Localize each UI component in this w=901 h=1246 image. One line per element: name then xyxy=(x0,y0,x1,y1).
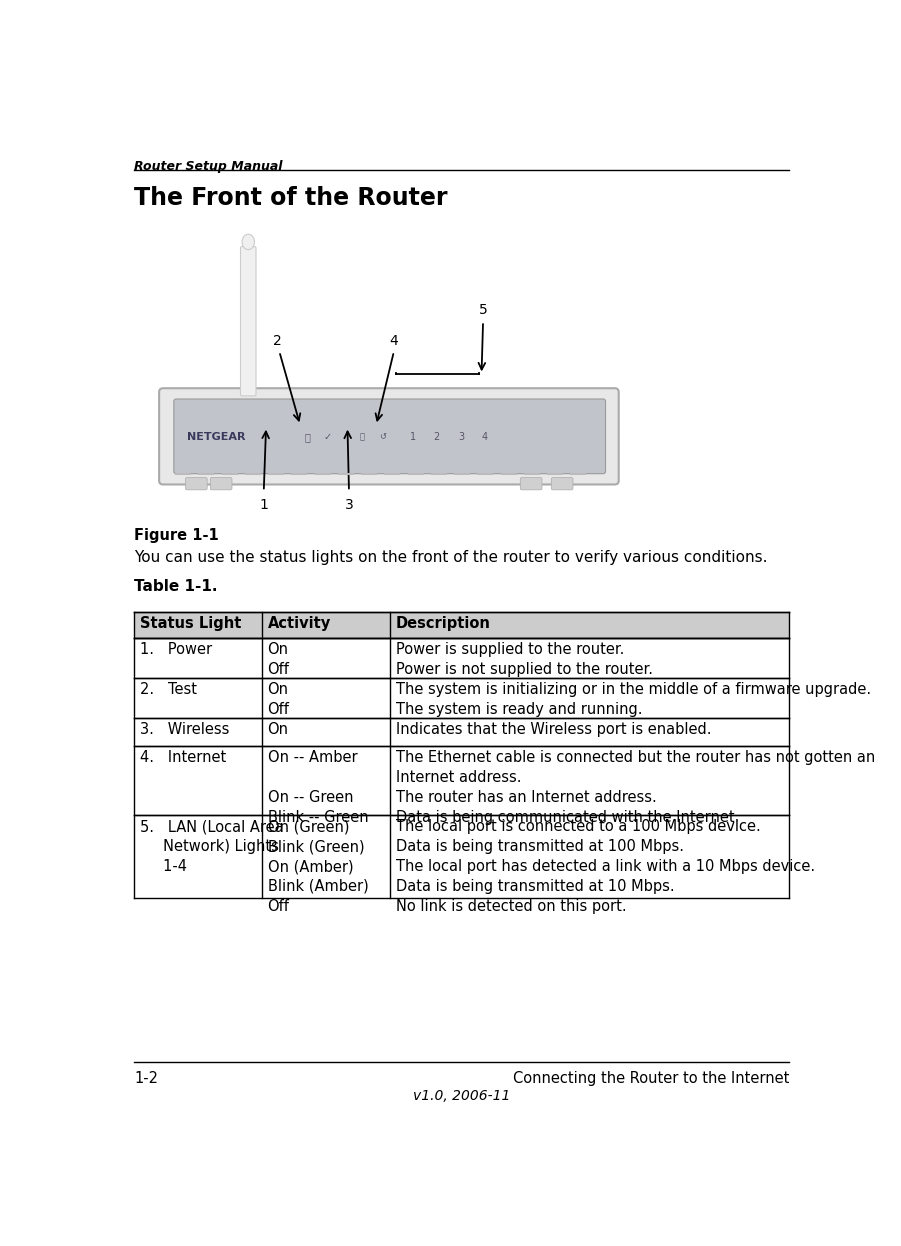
FancyBboxPatch shape xyxy=(551,477,573,490)
Text: Power is supplied to the router.
Power is not supplied to the router.: Power is supplied to the router. Power i… xyxy=(396,643,652,677)
Text: 2: 2 xyxy=(433,431,440,442)
Text: Status Light: Status Light xyxy=(140,616,241,632)
Text: 5.   LAN (Local Area
     Network) Lights
     1-4: 5. LAN (Local Area Network) Lights 1-4 xyxy=(140,820,284,873)
Bar xyxy=(134,745,789,815)
Text: 1-2: 1-2 xyxy=(134,1072,159,1087)
Text: 4.   Internet: 4. Internet xyxy=(140,750,226,765)
Text: ↺: ↺ xyxy=(378,432,386,441)
Text: 3: 3 xyxy=(344,497,353,512)
Text: The system is initializing or in the middle of a firmware upgrade.
The system is: The system is initializing or in the mid… xyxy=(396,683,870,718)
Text: ＊: ＊ xyxy=(359,432,365,441)
Text: On: On xyxy=(268,723,288,738)
Bar xyxy=(134,718,789,745)
Text: 1: 1 xyxy=(259,497,268,512)
Text: 4: 4 xyxy=(481,431,487,442)
Text: 4: 4 xyxy=(389,334,398,348)
Bar xyxy=(134,612,789,638)
Text: The local port is connected to a 100 Mbps device.
Data is being transmitted at 1: The local port is connected to a 100 Mbp… xyxy=(396,820,815,913)
Text: On -- Amber

On -- Green
Blink -- Green: On -- Amber On -- Green Blink -- Green xyxy=(268,750,369,825)
Bar xyxy=(134,815,789,898)
Text: On (Green)
Blink (Green)
On (Amber)
Blink (Amber)
Off: On (Green) Blink (Green) On (Amber) Blin… xyxy=(268,820,369,913)
Text: On
Off: On Off xyxy=(268,643,289,677)
Text: Figure 1-1: Figure 1-1 xyxy=(134,528,219,543)
FancyBboxPatch shape xyxy=(186,477,207,490)
Text: On
Off: On Off xyxy=(268,683,289,718)
Bar xyxy=(134,638,789,678)
FancyBboxPatch shape xyxy=(241,247,256,396)
Ellipse shape xyxy=(242,234,254,249)
Text: ✓: ✓ xyxy=(324,431,332,442)
Text: Connecting the Router to the Internet: Connecting the Router to the Internet xyxy=(513,1072,789,1087)
Text: Activity: Activity xyxy=(268,616,331,632)
FancyBboxPatch shape xyxy=(210,477,232,490)
Text: ⏻: ⏻ xyxy=(305,431,311,442)
Text: Router Setup Manual: Router Setup Manual xyxy=(134,161,283,173)
Bar xyxy=(134,678,789,718)
Text: 2: 2 xyxy=(273,334,282,348)
FancyBboxPatch shape xyxy=(174,399,605,473)
Text: 1.   Power: 1. Power xyxy=(140,643,212,658)
Text: You can use the status lights on the front of the router to verify various condi: You can use the status lights on the fro… xyxy=(134,549,768,564)
Text: Table 1-1.: Table 1-1. xyxy=(134,579,218,594)
Text: 2.   Test: 2. Test xyxy=(140,683,196,698)
Text: Description: Description xyxy=(396,616,490,632)
FancyBboxPatch shape xyxy=(159,389,619,485)
FancyBboxPatch shape xyxy=(520,477,542,490)
Text: 3: 3 xyxy=(459,431,464,442)
Text: Indicates that the Wireless port is enabled.: Indicates that the Wireless port is enab… xyxy=(396,723,711,738)
Text: The Ethernet cable is connected but the router has not gotten an
Internet addres: The Ethernet cable is connected but the … xyxy=(396,750,875,825)
Text: 1: 1 xyxy=(410,431,416,442)
Text: The Front of the Router: The Front of the Router xyxy=(134,187,448,211)
Text: 5: 5 xyxy=(478,303,487,318)
Text: 3.   Wireless: 3. Wireless xyxy=(140,723,229,738)
Text: v1.0, 2006-11: v1.0, 2006-11 xyxy=(413,1089,510,1103)
Text: NETGEAR: NETGEAR xyxy=(187,431,246,442)
